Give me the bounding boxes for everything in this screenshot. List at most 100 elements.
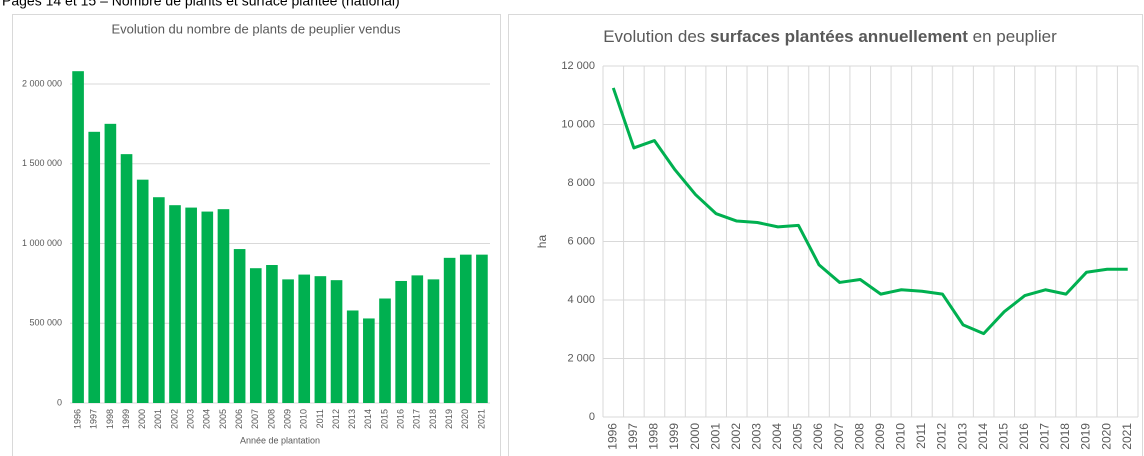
x-tick-label: 1999 [667,423,681,450]
bar [120,154,133,403]
bar [459,254,472,403]
bar [153,197,165,403]
x-tick-label: 2007 [250,409,260,429]
y-tick-label: 1 500 000 [22,158,62,168]
x-tick-label: 2016 [1017,423,1031,450]
bar [443,257,456,403]
y-tick-label: 6 000 [567,235,595,247]
x-tick-label: 2004 [202,409,212,429]
y-tick-label: 4 000 [567,294,595,306]
y-tick-label: 8 000 [567,177,595,189]
y-tick-label: 12 000 [561,60,595,72]
x-tick-label: 2000 [137,409,147,429]
page-header: Pages 14 et 15 – Nombre de plants et sur… [2,0,400,9]
bar [201,211,214,403]
chart-frame [508,14,1143,456]
x-tick-label: 2020 [1099,423,1113,450]
x-tick-label: 2011 [914,423,928,449]
y-tick-label: 1 000 000 [22,238,62,248]
y-tick-label: 2 000 [567,352,595,364]
title-part: Evolution des [603,27,710,46]
bar [104,123,117,403]
y-tick-label: 0 [57,397,62,407]
bar [72,71,84,403]
bar [363,318,375,403]
y-tick-label: 0 [589,411,595,423]
x-tick-label: 2009 [873,423,887,450]
bar [379,298,391,403]
x-tick-label: 2002 [729,423,743,450]
chart-title: Evolution du nombre de plants de peuplie… [111,21,401,36]
title-part: surfaces plantées annuellement [710,27,968,46]
bar [249,268,262,403]
x-tick-label: 2004 [770,423,784,450]
x-tick-label: 2017 [412,409,422,429]
bar [314,276,327,403]
bar [395,280,407,403]
x-tick-label: 2015 [379,409,389,429]
y-tick-label: 2 000 000 [22,78,62,88]
chart-frame [12,14,501,456]
chart-title: Evolution des surfaces plantées annuelle… [603,27,1057,46]
x-tick-label: 2021 [476,409,486,429]
x-tick-label: 2007 [832,423,846,450]
x-tick-label: 2014 [976,423,990,450]
x-tick-label: 2015 [996,423,1010,450]
x-tick-label: 1998 [647,423,661,450]
bar [217,209,230,403]
x-tick-label: 2006 [234,409,244,429]
y-tick-label: 500 000 [29,318,62,328]
bar [169,205,181,403]
x-tick-label: 2001 [708,423,722,450]
x-tick-label: 2019 [444,409,454,429]
bar [346,310,359,403]
x-tick-label: 2018 [428,409,438,429]
bar [411,275,424,403]
x-tick-label: 2011 [315,409,325,428]
bar [266,265,278,403]
bar [233,249,246,403]
y-tick-label: 10 000 [561,118,595,130]
x-tick-label: 2003 [186,409,196,429]
x-tick-label: 2013 [955,423,969,450]
x-tick-label: 1997 [89,409,99,429]
x-tick-label: 1998 [105,409,115,429]
line [611,87,1128,336]
x-tick-label: 2021 [1120,423,1134,450]
bar [427,279,440,403]
x-tick-label: 2019 [1079,423,1093,450]
title-part: en peuplier [968,27,1057,46]
x-tick-label: 2012 [331,409,341,429]
x-tick-label: 2018 [1058,423,1072,450]
x-tick-label: 2012 [935,423,949,450]
x-tick-label: 2017 [1038,423,1052,450]
x-tick-label: 2013 [347,409,357,429]
bar [185,207,197,403]
x-tick-label: 2005 [791,423,805,450]
y-axis-label: ha [535,235,549,249]
x-tick-label: 2002 [169,409,179,429]
x-tick-label: 1999 [121,409,131,429]
x-axis-label: Année de plantation [240,435,320,445]
x-tick-label: 2010 [299,409,309,429]
x-tick-label: 1996 [605,423,619,450]
x-tick-label: 2008 [852,423,866,450]
x-tick-label: 2020 [460,409,470,429]
x-tick-label: 2010 [894,423,908,450]
x-tick-label: 2008 [266,409,276,429]
x-tick-label: 2014 [363,409,373,429]
x-tick-label: 1996 [72,409,82,429]
x-tick-label: 2005 [218,409,228,429]
bar [136,179,149,403]
bar [88,131,101,404]
bar [330,280,343,403]
x-tick-label: 2009 [282,409,292,429]
x-tick-label: 2006 [811,423,825,450]
bar [476,254,488,403]
bar [282,279,294,403]
x-tick-label: 1997 [626,423,640,450]
x-tick-label: 2001 [153,409,163,429]
x-tick-label: 2003 [749,423,763,450]
